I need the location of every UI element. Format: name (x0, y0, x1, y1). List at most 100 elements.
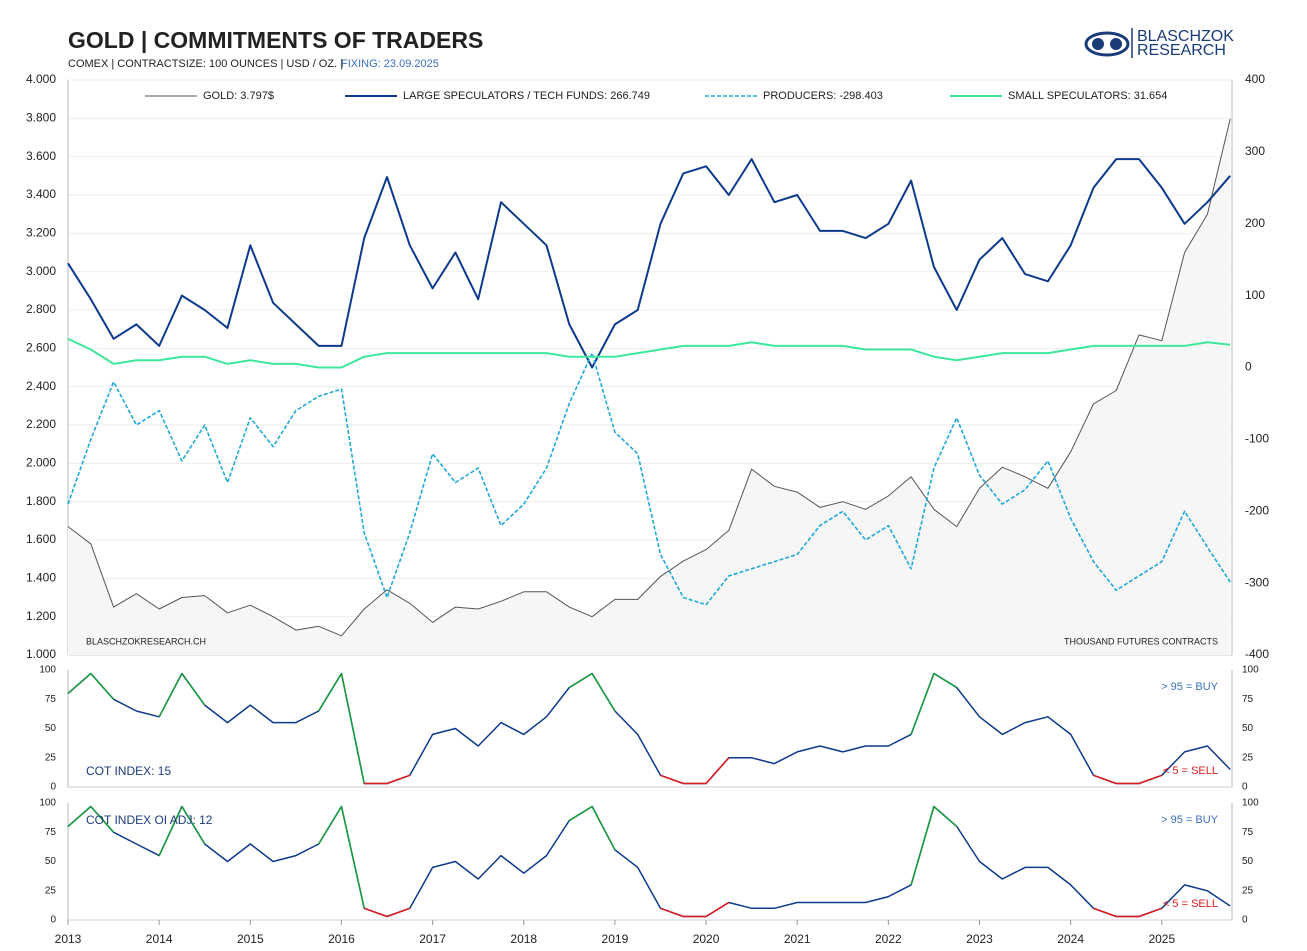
signal-segment (67, 672, 92, 694)
signal-segment (705, 901, 730, 918)
chart-subtitle: COMEX | CONTRACTSIZE: 100 OUNCES | USD /… (68, 58, 343, 70)
y2-tick-label: 100 (1242, 665, 1259, 676)
y-tick-label: 3.200 (26, 226, 56, 240)
legend-label: PRODUCERS: -298.403 (763, 90, 883, 102)
signal-segment (933, 672, 958, 689)
y-tick-label: 3.800 (26, 111, 56, 125)
y2-tick-label: -200 (1245, 503, 1269, 517)
y-tick-label: 75 (45, 694, 57, 705)
series-line (67, 158, 1231, 369)
signal-segment (660, 907, 684, 918)
signal-segment (340, 806, 365, 909)
x-tick-label: 2022 (875, 932, 902, 946)
y-tick-label: 50 (45, 856, 57, 867)
x-tick-label: 2024 (1057, 932, 1084, 946)
y2-tick-label: 300 (1245, 144, 1265, 158)
signal-segment (1093, 907, 1117, 918)
series-label: COT INDEX OI ADJ: 12 (86, 813, 213, 827)
y-tick-label: 75 (45, 827, 57, 838)
x-tick-label: 2014 (146, 932, 173, 946)
signal-segment (591, 673, 616, 712)
signal-segment (1138, 907, 1163, 918)
y-tick-label: 25 (45, 885, 57, 896)
y-tick-label: 1.800 (26, 494, 56, 508)
signal-segment (1138, 774, 1163, 785)
legend-label: LARGE SPECULATORS / TECH FUNDS: 266.749 (403, 90, 650, 102)
legend-label: GOLD: 3.797$ (203, 90, 274, 102)
y-tick-label: 100 (39, 798, 56, 809)
x-tick-label: 2021 (784, 932, 811, 946)
y-tick-label: 25 (45, 752, 57, 763)
signal-segment (158, 673, 183, 718)
y2-tick-label: 50 (1242, 856, 1254, 867)
y2-tick-label: 200 (1245, 216, 1265, 230)
legend-label: SMALL SPECULATORS: 31.654 (1008, 90, 1167, 102)
series-line (67, 672, 1231, 785)
y-tick-label: 100 (39, 665, 56, 676)
y-tick-label: 2.400 (26, 379, 56, 393)
signal-segment (158, 806, 183, 856)
y2-tick-label: -300 (1245, 575, 1269, 589)
signal-segment (568, 672, 593, 689)
y-tick-label: 3.600 (26, 149, 56, 163)
chart-title: GOLD | COMMITMENTS OF TRADERS (68, 27, 483, 53)
annotation: < 5 = SELL (1163, 765, 1218, 777)
signal-segment (90, 673, 115, 700)
annotation: BLASCHZOKRESEARCH.CH (86, 636, 206, 646)
y2-tick-label: 100 (1242, 798, 1259, 809)
annotation: < 5 = SELL (1163, 898, 1218, 910)
y2-tick-label: 400 (1245, 72, 1265, 86)
signal-segment (340, 673, 365, 784)
signal-segment (910, 673, 935, 735)
annotation: THOUSAND FUTURES CONTRACTS (1064, 636, 1218, 646)
series-label: COT INDEX: 15 (86, 764, 171, 778)
x-tick-label: 2025 (1148, 932, 1175, 946)
signal-segment (591, 806, 616, 851)
y-tick-label: 50 (45, 723, 57, 734)
y-tick-label: 4.000 (26, 72, 56, 86)
logo: BLASCHZOK RESEARCH (1084, 28, 1234, 59)
signal-segment (660, 774, 684, 785)
y-tick-label: 0 (50, 915, 56, 926)
series-line (67, 118, 1231, 637)
x-tick-label: 2013 (55, 932, 82, 946)
y2-tick-label: 0 (1242, 915, 1248, 926)
y2-tick-label: 25 (1242, 752, 1254, 763)
signal-segment (90, 806, 115, 833)
y2-tick-label: -400 (1245, 647, 1269, 661)
y-tick-label: 2.600 (26, 341, 56, 355)
y-tick-label: 1.600 (26, 532, 56, 546)
signal-segment (318, 673, 343, 712)
signal-segment (181, 673, 206, 706)
series-line (67, 805, 1231, 918)
y2-tick-label: 75 (1242, 827, 1254, 838)
y-tick-label: 2.200 (26, 417, 56, 431)
x-tick-label: 2018 (510, 932, 537, 946)
signal-segment (910, 806, 935, 886)
signal-segment (568, 805, 593, 822)
y2-tick-label: 25 (1242, 885, 1254, 896)
annotation: > 95 = BUY (1161, 814, 1219, 826)
y-tick-label: 1.000 (26, 647, 56, 661)
x-tick-label: 2015 (237, 932, 264, 946)
x-tick-label: 2016 (328, 932, 355, 946)
y-tick-label: 1.400 (26, 571, 56, 585)
signal-segment (386, 907, 411, 918)
signal-segment (933, 805, 958, 827)
signal-segment (705, 757, 730, 784)
y2-tick-label: 100 (1245, 288, 1265, 302)
y-tick-label: 1.200 (26, 609, 56, 623)
y-tick-label: 3.400 (26, 187, 56, 201)
series-line (67, 337, 1231, 369)
y-tick-label: 2.000 (26, 456, 56, 470)
area (68, 118, 1231, 655)
signal-segment (1093, 774, 1117, 785)
y2-tick-label: 75 (1242, 694, 1254, 705)
annotation: > 95 = BUY (1161, 681, 1219, 693)
y-tick-label: 0 (50, 782, 56, 793)
signal-segment (386, 774, 411, 785)
logo-text: RESEARCH (1137, 42, 1226, 59)
series-line (67, 352, 1231, 606)
x-tick-label: 2020 (693, 932, 720, 946)
